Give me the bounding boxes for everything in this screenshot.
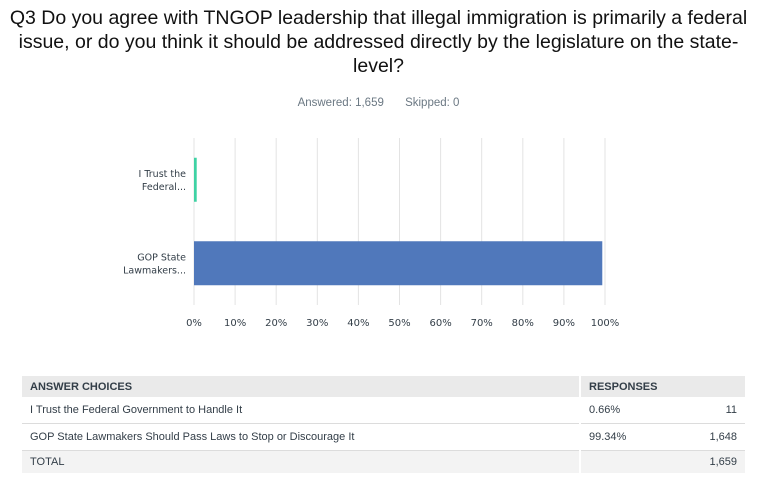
total-row: TOTAL 1,659 — [22, 450, 745, 473]
x-tick-label: 90% — [553, 318, 575, 329]
answer-choice-cell: GOP State Lawmakers Should Pass Laws to … — [22, 423, 580, 451]
x-tick-label: 30% — [306, 318, 328, 329]
category-label: Federal... — [142, 182, 186, 193]
response-summary: Answered: 1,659 Skipped: 0 — [0, 97, 757, 109]
response-count-cell: 1,648 — [689, 423, 745, 451]
x-tick-label: 10% — [224, 318, 246, 329]
bar — [194, 241, 603, 286]
bar — [194, 157, 197, 202]
response-percent-cell: 99.34% — [579, 423, 689, 451]
total-count: 1,659 — [689, 450, 745, 473]
response-count-cell: 11 — [689, 397, 745, 424]
x-tick-label: 70% — [471, 318, 493, 329]
x-tick-label: 40% — [347, 318, 369, 329]
category-label: I Trust the — [139, 169, 187, 180]
question-title: Q3 Do you agree with TNGOP leadership th… — [9, 7, 748, 77]
x-tick-label: 100% — [591, 318, 620, 329]
table-row: I Trust the Federal Government to Handle… — [22, 397, 745, 424]
x-tick-label: 50% — [388, 318, 410, 329]
category-label: GOP State — [137, 252, 186, 263]
answered-count: Answered: 1,659 — [297, 97, 384, 109]
table-row: GOP State Lawmakers Should Pass Laws to … — [22, 423, 745, 451]
bar-chart: 0% 10% 20% 30% 40% 50% 60% 70% 80% 90% 100% I Trust… — [123, 138, 620, 329]
x-tick-label: 60% — [429, 318, 451, 329]
category-label: Lawmakers... — [123, 265, 186, 276]
x-tick-label: 80% — [512, 318, 534, 329]
total-spacer — [579, 450, 689, 473]
response-table: ANSWER CHOICES RESPONSES I Trust the Fed… — [22, 376, 745, 473]
responses-header: RESPONSES — [579, 376, 745, 397]
table-header-row: ANSWER CHOICES RESPONSES — [22, 376, 745, 397]
response-percent-cell: 0.66% — [579, 397, 689, 424]
answer-choices-header: ANSWER CHOICES — [22, 376, 580, 397]
answer-choice-cell: I Trust the Federal Government to Handle… — [22, 397, 580, 424]
skipped-count: Skipped: 0 — [405, 97, 460, 109]
total-label: TOTAL — [22, 450, 580, 473]
x-tick-label: 20% — [265, 318, 287, 329]
x-tick-label: 0% — [186, 318, 202, 329]
